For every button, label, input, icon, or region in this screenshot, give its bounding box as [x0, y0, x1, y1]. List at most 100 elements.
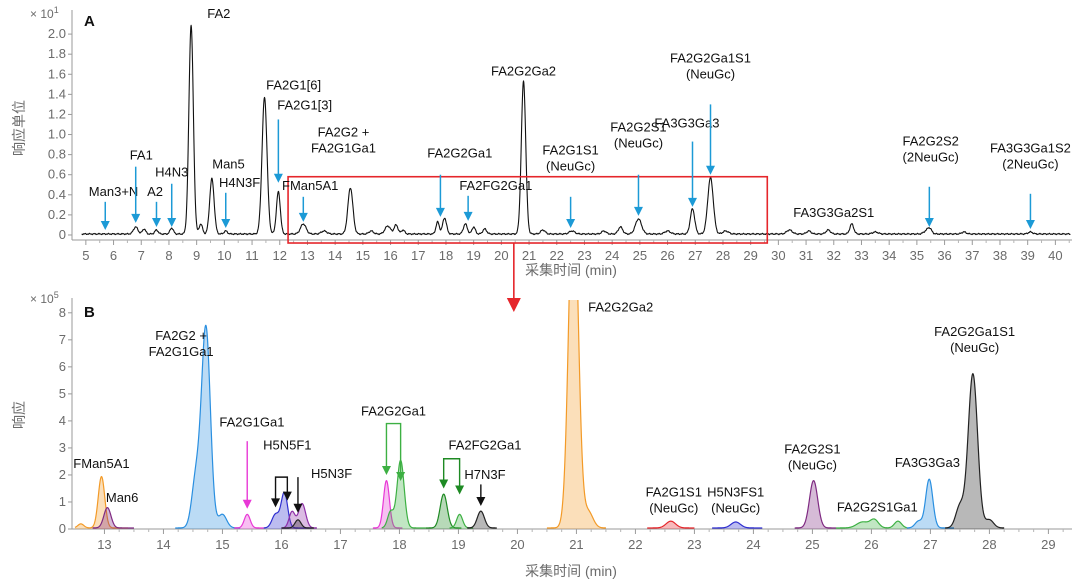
panel-a-y-tick-label: 0.8 [48, 147, 66, 162]
panel-b-peak-line [647, 520, 695, 529]
panel-a-x-tick-label: 31 [799, 248, 813, 263]
panel-a-scale-exp: 1 [54, 5, 59, 15]
panel-a-x-tick-label: 18 [439, 248, 453, 263]
panel-a-peak-label: FA3G3Ga2S1 [793, 205, 874, 220]
panel-a-y-tick-label: 0 [59, 227, 66, 242]
panel-b-scale-exp: 5 [54, 290, 59, 300]
panel-a-y-tick-label: 1.0 [48, 127, 66, 142]
panel-b-arrow-head [271, 498, 281, 508]
panel-a-x-tick-label: 21 [522, 248, 536, 263]
panel-b-peak-line [836, 518, 907, 529]
panel-a-peak-arrow-head [924, 217, 934, 227]
panel-b-peak-fill [92, 507, 134, 529]
panel-b-x-tick-label: 18 [392, 537, 406, 552]
panel-a-peak-arrow-head [566, 218, 576, 228]
panel-a-x-tick-label: 13 [300, 248, 314, 263]
panel-b-arrow-head [476, 497, 486, 507]
panel-a-peak-label: FMan5A1 [282, 178, 338, 193]
panel-b-peak-fill [546, 300, 606, 529]
panel-a-x-tick-label: 38 [993, 248, 1007, 263]
panel-b-peak-label: FA2G2Ga1 [361, 404, 426, 419]
panel-b-peak-label: FA2G2Ga1S1 [934, 324, 1015, 339]
panel-b-peak-line [425, 493, 462, 529]
panel-b-peak-label: FA2G2S1 [784, 441, 840, 456]
panel-a-letter: A [84, 13, 95, 30]
panel-a-x-tick-label: 39 [1020, 248, 1034, 263]
panel-b-peak-fill [449, 514, 474, 529]
zoom-arrow-head [506, 298, 521, 312]
panel-a-peak-label: (NeuGc) [686, 66, 735, 81]
panel-b-peak-label: (NeuGc) [950, 340, 999, 355]
panel-a-x-tick-label: 36 [937, 248, 951, 263]
panel-a-peak-label: FA2G1Ga1 [311, 141, 376, 156]
panel-b-arrow-head [396, 471, 406, 481]
panel-b-peak-label: FA2G2S1Ga1 [837, 499, 918, 514]
panel-b-x-tick-label: 26 [864, 537, 878, 552]
panel-b-y-tick-label: 3 [59, 440, 66, 455]
panel-a-x-tick-label: 20 [494, 248, 508, 263]
panel-a-x-tick-label: 15 [356, 248, 370, 263]
panel-a-x-tick-label: 19 [466, 248, 480, 263]
panel-b-peak-label: FMan5A1 [73, 456, 129, 471]
panel-b-peak-line [945, 372, 1005, 529]
panel-a-y-tick-label: 2.0 [48, 26, 66, 41]
panel-b-x-tick-label: 21 [569, 537, 583, 552]
panel-a-x-tick-label: 24 [605, 248, 619, 263]
panel-a-peak-label: FA2G2Ga1S1 [670, 50, 751, 65]
panel-b-peak-label: H5N5F1 [263, 437, 311, 452]
panel-a-y-tick-label: 1.2 [48, 106, 66, 121]
panel-a-x-tick-label: 33 [854, 248, 868, 263]
panel-a-peak-label: FA2G1[3] [277, 97, 332, 112]
panel-a-x-tick-label: 22 [550, 248, 564, 263]
panel-a-peak-label: (NeuGc) [614, 136, 663, 151]
panel-b-peak-label: FA2FG2Ga1 [448, 437, 521, 452]
panel-a-peak-arrow-head [435, 207, 445, 217]
panel-a-peak-label: FA2 [207, 6, 230, 21]
panel-a-peak-label: FA2G2S2 [903, 134, 959, 149]
panel-a-x-tick-label: 8 [165, 248, 172, 263]
panel-b-y-tick-label: 0 [59, 521, 66, 536]
panel-a-x-tick-label: 5 [82, 248, 89, 263]
panel-a-peak-arrow-head [633, 206, 643, 216]
panel-b-bracket-arrow [385, 422, 402, 473]
panel-a-peak-label: FA2G2Ga2 [491, 63, 556, 78]
panel-a-peak-arrow-head [131, 213, 141, 223]
panel-a-x-tick-label: 28 [716, 248, 730, 263]
panel-b-x-tick-label: 14 [156, 537, 170, 552]
panel-b-peak-label: (NeuGc) [649, 501, 698, 516]
panel-a-x-tick-label: 30 [771, 248, 785, 263]
panel-b-peak-fill [263, 492, 311, 529]
panel-a-x-tick-label: 34 [882, 248, 896, 263]
panel-b-x-tick-label: 25 [805, 537, 819, 552]
panel-a-peak-arrow-head [167, 217, 177, 227]
panel-a-trace [81, 24, 1071, 236]
panel-b-peak-label: FA2G2 + [155, 328, 207, 343]
panel-a-peak-label: FA1 [130, 148, 153, 163]
panel-b-peak-label: (NeuGc) [788, 457, 837, 472]
panel-b-peak-line [372, 479, 403, 529]
panel-a-y-tick-label: 0.2 [48, 207, 66, 222]
panel-b-arrow-head [282, 491, 292, 501]
panel-a-x-tick-label: 29 [743, 248, 757, 263]
panel-a-x-tick-label: 35 [910, 248, 924, 263]
panel-a-peak-label: FA2G2 + [318, 125, 370, 140]
panel-a-peak-label: FA3G3Ga1S2 [990, 141, 1071, 156]
panel-b-peak-fill [175, 325, 241, 529]
panel-a-peak-arrow-head [151, 217, 161, 227]
panel-b-peak-line [281, 519, 314, 529]
panel-b-x-tick-label: 29 [1041, 537, 1055, 552]
panel-a-x-label: 采集时间 (min) [525, 262, 617, 278]
panel-a-y-tick-label: 0.6 [48, 167, 66, 182]
panel-b-x-tick-label: 13 [97, 537, 111, 552]
panel-b-peak-fill [794, 480, 837, 529]
panel-b-peak-label: H7N3F [464, 467, 505, 482]
panel-b-peak-label: Man6 [106, 490, 139, 505]
panel-a-x-tick-label: 40 [1048, 248, 1062, 263]
panel-b-peak-label: FA3G3Ga3 [895, 455, 960, 470]
panel-b-arrow-head [293, 503, 303, 513]
panel-b-peak-line [712, 521, 763, 529]
panel-b-peak-label: H5N3FS1 [707, 485, 764, 500]
panel-a-x-tick-label: 26 [660, 248, 674, 263]
